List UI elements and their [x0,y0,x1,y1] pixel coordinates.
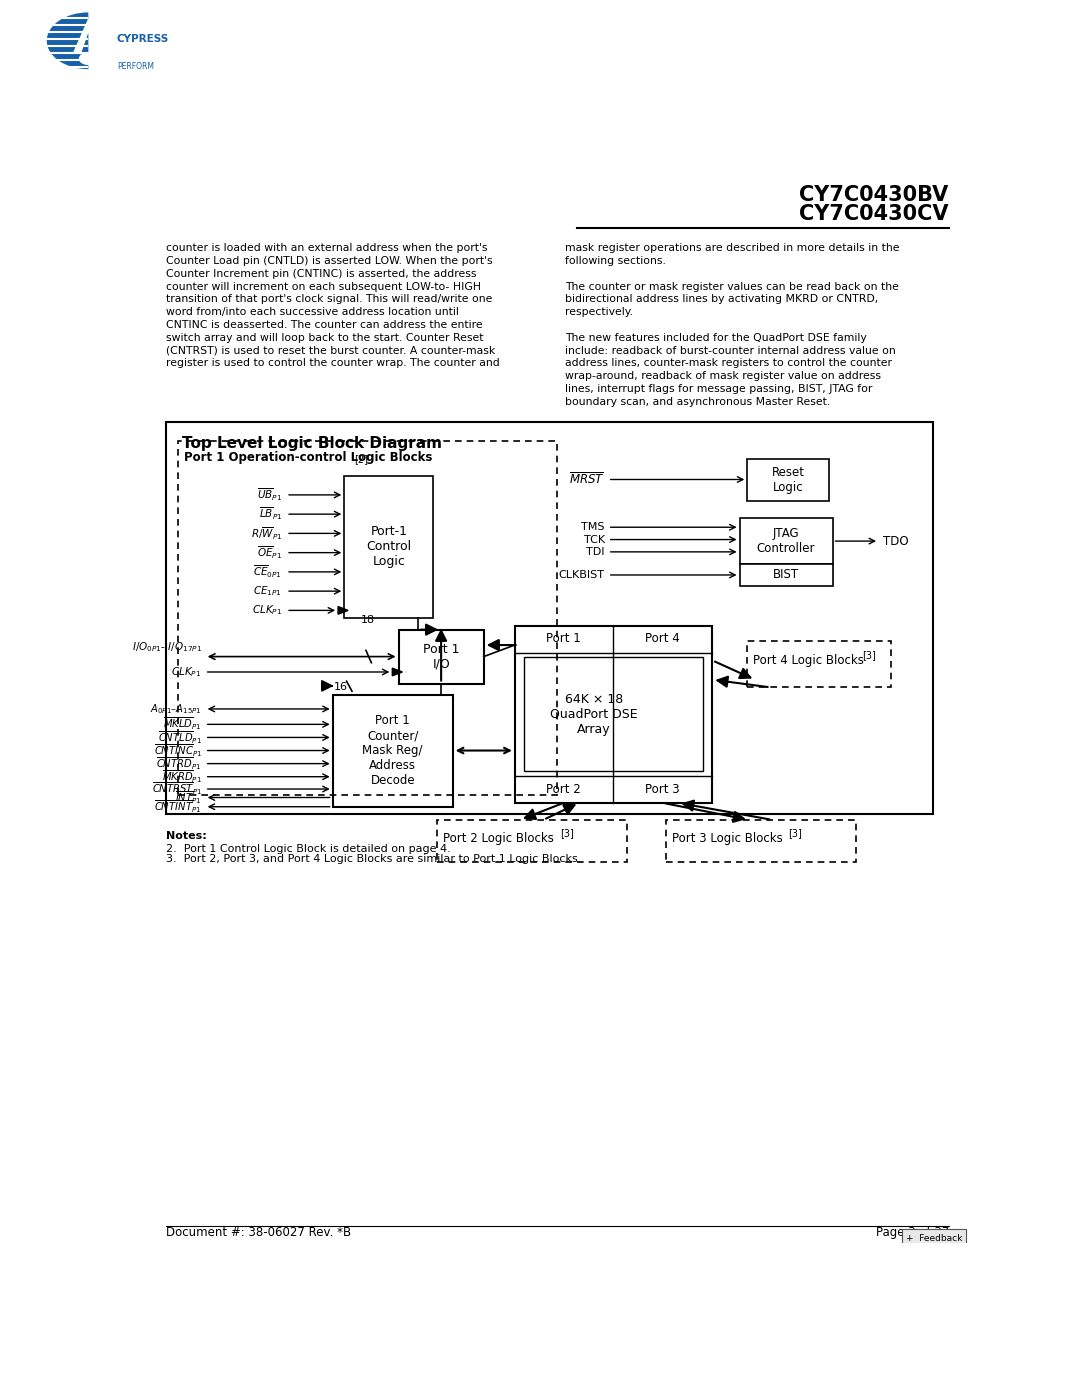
Bar [166,422,933,814]
Text: Port 2 Logic Blocks: Port 2 Logic Blocks [444,833,554,845]
Text: Port 1 Operation-control Logic Blocks: Port 1 Operation-control Logic Blocks [184,451,432,464]
Text: $\overline{CNTINT}_{P1}$: $\overline{CNTINT}_{P1}$ [154,799,202,814]
Text: $\overline{MKLD}_{P1}$: $\overline{MKLD}_{P1}$ [163,717,202,732]
Text: [3]: [3] [862,650,876,659]
Text: TCK: TCK [583,535,605,545]
Text: Port 3: Port 3 [646,782,680,795]
Text: $\overline{UB}_{P1}$: $\overline{UB}_{P1}$ [257,486,282,503]
Text: $\overline{CNTINC}_{P1}$: $\overline{CNTINC}_{P1}$ [153,742,202,759]
Text: $\overline{LB}_{P1}$: $\overline{LB}_{P1}$ [259,506,282,522]
Bar [437,820,627,862]
Text: $\overline{OE}_{P1}$: $\overline{OE}_{P1}$ [257,545,282,560]
Text: Notes:: Notes: [166,831,206,841]
Text: $A_{0P1}$–$A_{15P1}$: $A_{0P1}$–$A_{15P1}$ [150,703,202,715]
Text: Port 1: Port 1 [546,633,581,645]
Polygon shape [338,606,348,615]
Bar [515,626,713,803]
Text: [2]: [2] [354,454,368,464]
Text: CY7C0430CV: CY7C0430CV [799,204,948,224]
Text: CLKBIST: CLKBIST [558,570,605,580]
Text: CY7C0430BV: CY7C0430BV [799,184,948,204]
Text: $\overline{INT}_{P1}$: $\overline{INT}_{P1}$ [175,789,202,806]
Text: $\overline{CE}_{0P1}$: $\overline{CE}_{0P1}$ [254,564,282,580]
Bar [740,564,833,585]
Bar [333,696,453,806]
Bar [747,458,828,502]
Text: Port 4 Logic Blocks: Port 4 Logic Blocks [754,654,864,666]
Text: 2.  Port 1 Control Logic Block is detailed on page 4.: 2. Port 1 Control Logic Block is detaile… [166,844,450,854]
Text: [3]: [3] [559,828,573,838]
Text: Port-1
Control
Logic: Port-1 Control Logic [366,525,411,569]
Bar [902,1229,966,1245]
Text: BIST: BIST [773,569,799,581]
Text: $CLK_{P1}$: $CLK_{P1}$ [172,665,202,679]
Text: $CE_{1P1}$: $CE_{1P1}$ [254,584,282,598]
Bar [747,641,891,687]
Bar [740,518,833,564]
Polygon shape [392,668,403,676]
Bar [666,820,855,862]
Bar [524,658,703,771]
Text: 3.  Port 2, Port 3, and Port 4 Logic Blocks are similar to Port 1 Logic Blocks.: 3. Port 2, Port 3, and Port 4 Logic Bloc… [166,855,581,865]
Text: $\overline{CNTLD}_{P1}$: $\overline{CNTLD}_{P1}$ [158,729,202,746]
Text: $R/\overline{W}_{P1}$: $R/\overline{W}_{P1}$ [251,525,282,542]
Bar [345,475,433,617]
Text: 64K × 18
QuadPort DSE
Array: 64K × 18 QuadPort DSE Array [550,693,637,736]
Wedge shape [46,13,89,68]
Text: mask register operations are described in more details in the
following sections: mask register operations are described i… [565,243,900,407]
Text: Port 3 Logic Blocks: Port 3 Logic Blocks [672,833,783,845]
Text: TDI: TDI [586,546,605,557]
Text: [3]: [3] [788,828,802,838]
Text: 18: 18 [361,616,375,626]
Text: JTAG
Controller: JTAG Controller [757,527,815,555]
Text: Port 2: Port 2 [546,782,581,795]
Text: +  Feedback: + Feedback [906,1234,962,1243]
Circle shape [79,52,98,66]
Text: $\overline{CNTRST}_{P1}$: $\overline{CNTRST}_{P1}$ [151,781,202,798]
Text: Reset
Logic: Reset Logic [771,465,805,495]
Bar [177,441,557,795]
Text: Document #: 38-06027 Rev. *B: Document #: 38-06027 Rev. *B [166,1227,351,1239]
Text: $I/O_{0P1}$- $I/O_{17P1}$: $I/O_{0P1}$- $I/O_{17P1}$ [132,640,202,654]
Text: 16: 16 [334,682,348,693]
Text: $\overline{CNTRD}_{P1}$: $\overline{CNTRD}_{P1}$ [157,756,202,771]
Text: counter is loaded with an external address when the port's
Counter Load pin (CNT: counter is loaded with an external addre… [166,243,500,369]
Text: Port 1
Counter/
Mask Reg/
Address
Decode: Port 1 Counter/ Mask Reg/ Address Decode [363,714,423,788]
Text: TDO: TDO [882,535,908,548]
Bar [399,630,484,683]
Text: $\overline{MRST}$: $\overline{MRST}$ [569,472,605,488]
Text: Page 3 of 37: Page 3 of 37 [876,1227,948,1239]
Text: Port 4: Port 4 [646,633,680,645]
Text: CYPRESS: CYPRESS [117,34,170,45]
Text: Top Level Logic Block Diagram: Top Level Logic Block Diagram [181,436,442,451]
Text: $\overline{MKRD}_{P1}$: $\overline{MKRD}_{P1}$ [162,768,202,785]
Polygon shape [73,18,103,53]
Text: TMS: TMS [581,522,605,532]
Text: Port 1
I/O: Port 1 I/O [423,643,459,671]
Text: PERFORM: PERFORM [117,63,153,71]
Text: $CLK_{P1}$: $CLK_{P1}$ [252,604,282,617]
